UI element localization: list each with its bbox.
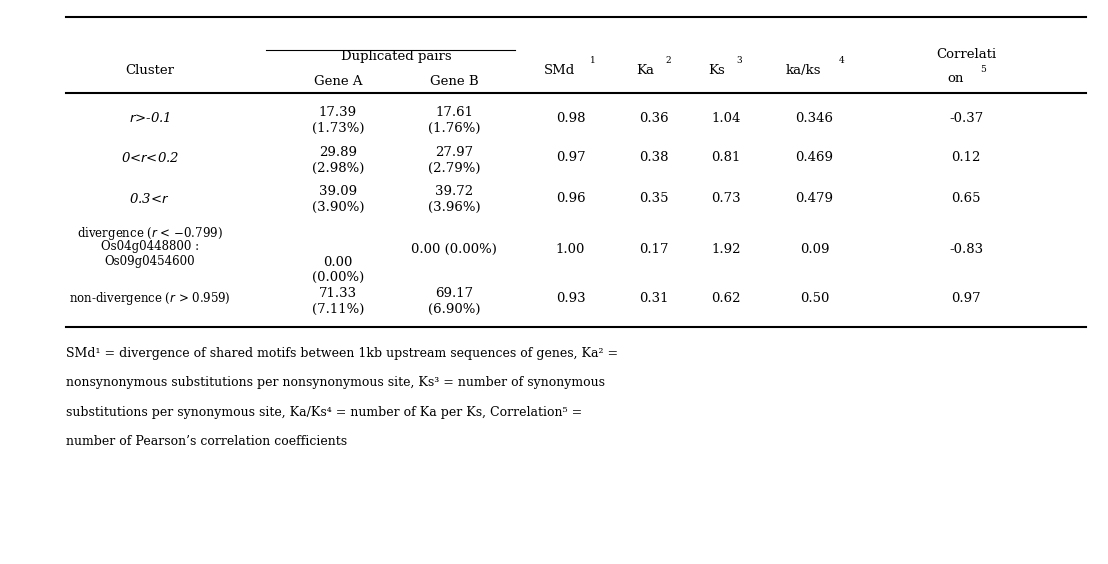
Text: 3: 3 <box>736 56 742 65</box>
Text: 0.98: 0.98 <box>556 112 585 125</box>
Text: nonsynonymous substitutions per nonsynonymous site, Ks³ = number of synonymous: nonsynonymous substitutions per nonsynon… <box>66 376 605 389</box>
Text: 0.479: 0.479 <box>796 192 833 205</box>
Text: Os09g0454600: Os09g0454600 <box>104 255 195 268</box>
Text: 39.09: 39.09 <box>319 185 357 199</box>
Text: Gene A: Gene A <box>314 75 362 89</box>
Text: SMd: SMd <box>544 64 575 77</box>
Text: number of Pearson’s correlation coefficients: number of Pearson’s correlation coeffici… <box>66 435 348 448</box>
Text: 0.00 (0.00%): 0.00 (0.00%) <box>411 243 497 256</box>
Text: 0.97: 0.97 <box>556 151 585 165</box>
Text: Ka: Ka <box>636 64 654 77</box>
Text: 0.81: 0.81 <box>711 151 740 165</box>
Text: 0.38: 0.38 <box>639 151 668 165</box>
Text: 0.65: 0.65 <box>952 192 981 205</box>
Text: 0.09: 0.09 <box>800 243 829 256</box>
Text: 0.62: 0.62 <box>711 292 740 306</box>
Text: Gene B: Gene B <box>430 75 479 89</box>
Text: 0.00: 0.00 <box>324 255 352 269</box>
Text: 0<$r$<0.2: 0<$r$<0.2 <box>121 151 178 165</box>
Text: 0.469: 0.469 <box>796 151 833 165</box>
Text: (1.73%): (1.73%) <box>311 121 365 135</box>
Text: 1: 1 <box>589 56 596 65</box>
Text: 0.73: 0.73 <box>711 192 740 205</box>
Text: 0.31: 0.31 <box>639 292 668 306</box>
Text: 0.3<$r$: 0.3<$r$ <box>130 192 170 205</box>
Text: 29.89: 29.89 <box>319 146 357 159</box>
Text: 0.36: 0.36 <box>639 112 668 125</box>
Text: 0.97: 0.97 <box>952 292 981 306</box>
Text: 27.97: 27.97 <box>435 146 473 159</box>
Text: SMd¹ = divergence of shared motifs between 1kb upstream sequences of genes, Ka² : SMd¹ = divergence of shared motifs betwe… <box>66 347 618 360</box>
Text: (3.96%): (3.96%) <box>428 201 481 214</box>
Text: -0.37: -0.37 <box>950 112 983 125</box>
Text: Correlati: Correlati <box>936 48 996 61</box>
Text: Os04g0448800 :: Os04g0448800 : <box>101 240 198 253</box>
Text: 1.04: 1.04 <box>711 112 740 125</box>
Text: (7.11%): (7.11%) <box>311 302 365 316</box>
Text: 4: 4 <box>839 56 845 65</box>
Text: substitutions per synonymous site, Ka/Ks⁴ = number of Ka per Ks, Correlation⁵ =: substitutions per synonymous site, Ka/Ks… <box>66 406 583 418</box>
Text: 71.33: 71.33 <box>319 287 357 300</box>
Text: ka/ks: ka/ks <box>786 64 821 77</box>
Text: (3.90%): (3.90%) <box>311 201 365 214</box>
Text: 1.00: 1.00 <box>556 243 585 256</box>
Text: 0.17: 0.17 <box>639 243 668 256</box>
Text: 0.35: 0.35 <box>639 192 668 205</box>
Text: Duplicated pairs: Duplicated pairs <box>341 50 451 63</box>
Text: 2: 2 <box>665 56 671 65</box>
Text: 5: 5 <box>979 65 986 74</box>
Text: on: on <box>947 72 963 86</box>
Text: non-divergence ($r$ > 0.959): non-divergence ($r$ > 0.959) <box>69 290 230 307</box>
Text: 0.12: 0.12 <box>952 151 981 165</box>
Text: (1.76%): (1.76%) <box>428 121 481 135</box>
Text: 17.61: 17.61 <box>435 106 473 120</box>
Text: 0.93: 0.93 <box>556 292 585 306</box>
Text: 0.346: 0.346 <box>796 112 833 125</box>
Text: (6.90%): (6.90%) <box>428 302 481 316</box>
Text: 1.92: 1.92 <box>711 243 740 256</box>
Text: (0.00%): (0.00%) <box>311 271 365 284</box>
Text: 0.50: 0.50 <box>800 292 829 306</box>
Text: 69.17: 69.17 <box>435 287 473 300</box>
Text: divergence ($r$ < −0.799): divergence ($r$ < −0.799) <box>76 225 223 242</box>
Text: 0.96: 0.96 <box>556 192 585 205</box>
Text: -0.83: -0.83 <box>950 243 983 256</box>
Text: (2.79%): (2.79%) <box>428 161 481 175</box>
Text: Ks: Ks <box>708 64 726 77</box>
Text: Cluster: Cluster <box>125 64 174 77</box>
Text: (2.98%): (2.98%) <box>311 161 365 175</box>
Text: 17.39: 17.39 <box>319 106 357 120</box>
Text: $r$>-0.1: $r$>-0.1 <box>129 112 171 125</box>
Text: 39.72: 39.72 <box>435 185 473 199</box>
